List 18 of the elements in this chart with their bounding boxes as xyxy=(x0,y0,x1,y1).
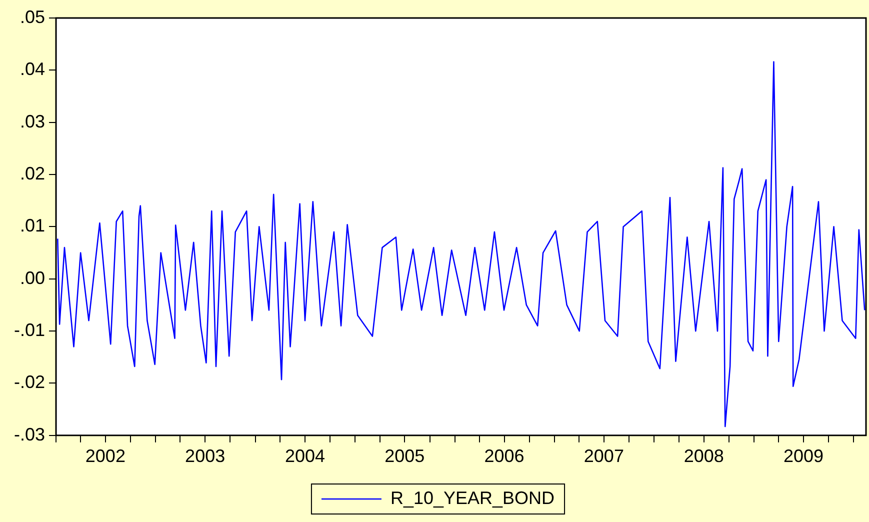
x-tick-label: 2004 xyxy=(284,446,326,466)
y-tick-label: .05 xyxy=(20,6,46,27)
x-tick-label: 2002 xyxy=(85,446,126,466)
y-tick-label: .03 xyxy=(20,111,46,132)
y-tick-label: .04 xyxy=(20,59,46,80)
x-tick-label: 2005 xyxy=(384,446,425,466)
x-tick-label: 2007 xyxy=(584,446,624,466)
x-tick-label: 2009 xyxy=(783,446,824,466)
x-tick-label: 2006 xyxy=(484,446,524,466)
y-tick-label: .01 xyxy=(20,216,46,236)
x-tick-label: 2008 xyxy=(684,446,724,466)
y-tick-label: -.01 xyxy=(14,320,46,340)
y-tick-label: -.03 xyxy=(14,424,46,444)
y-tick-label: .02 xyxy=(20,163,46,184)
y-tick-label: .00 xyxy=(20,268,46,288)
legend-label: R_10_YEAR_BOND xyxy=(390,488,555,508)
x-tick-label: 2003 xyxy=(185,446,226,466)
y-tick-label: -.02 xyxy=(14,372,46,392)
